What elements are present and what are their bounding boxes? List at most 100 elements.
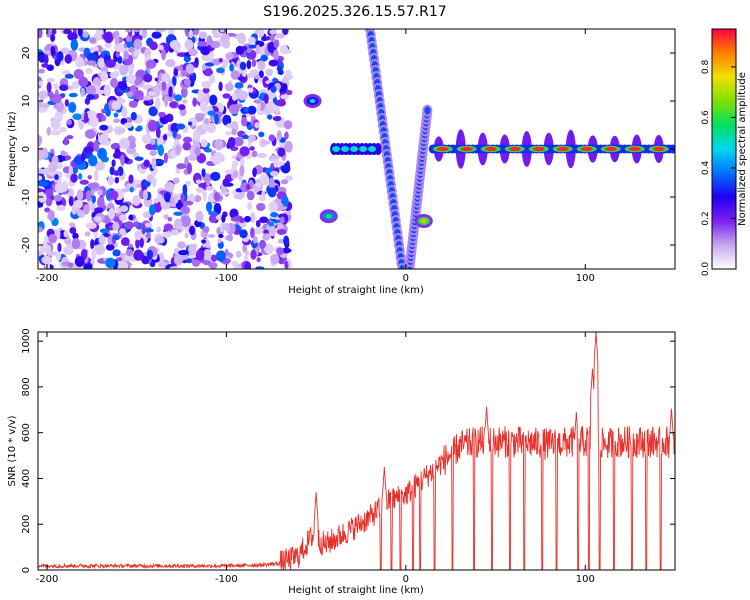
noise-speckle xyxy=(54,174,59,181)
noise-speckle xyxy=(94,161,106,171)
noise-speckle xyxy=(147,119,158,132)
noise-speckle xyxy=(277,69,284,76)
noise-speckle xyxy=(85,190,92,202)
noise-speckle xyxy=(86,94,95,100)
noise-speckle xyxy=(78,76,89,87)
noise-speckle xyxy=(218,81,223,92)
noise-speckle xyxy=(72,232,79,240)
tone-peak xyxy=(460,146,473,152)
noise-speckle xyxy=(64,155,72,161)
noise-speckle xyxy=(148,106,158,117)
noise-speckle xyxy=(161,48,166,61)
noise-speckle xyxy=(231,92,238,101)
noise-speckle xyxy=(165,113,174,123)
noise-speckle xyxy=(74,199,84,209)
noise-speckle xyxy=(231,128,237,136)
noise-speckle xyxy=(218,233,224,239)
noise-speckle xyxy=(139,237,144,249)
noise-speckle xyxy=(161,80,167,91)
noise-speckle xyxy=(41,63,49,68)
noise-speckle xyxy=(86,85,97,96)
noise-speckle xyxy=(201,239,207,244)
noise-speckle xyxy=(251,150,258,158)
noise-speckle xyxy=(239,61,247,71)
snr-y-tick-label: 400 xyxy=(21,469,32,488)
noise-speckle xyxy=(120,188,129,193)
noise-speckle xyxy=(233,137,244,147)
noise-speckle xyxy=(141,29,148,39)
noise-speckle xyxy=(277,238,284,244)
noise-speckle xyxy=(204,148,213,153)
noise-speckle xyxy=(213,191,221,202)
noise-speckle xyxy=(53,83,59,90)
noise-speckle xyxy=(183,55,191,63)
noise-speckle xyxy=(229,63,234,72)
noise-speckle xyxy=(206,122,216,134)
noise-speckle xyxy=(251,59,257,68)
noise-speckle xyxy=(165,59,176,68)
noise-speckle xyxy=(84,129,96,139)
noise-speckle xyxy=(204,62,215,67)
noise-speckle xyxy=(178,104,186,111)
noise-speckle xyxy=(144,222,153,228)
noise-speckle xyxy=(149,204,156,216)
noise-speckle xyxy=(207,110,216,116)
noise-speckle xyxy=(250,249,257,260)
spectrogram-y-tick-label: 10 xyxy=(21,95,32,108)
noise-speckle xyxy=(151,176,157,188)
noise-speckle xyxy=(247,134,256,142)
noise-speckle xyxy=(192,72,197,82)
tone-segment-core xyxy=(368,146,377,152)
noise-speckle xyxy=(204,68,213,77)
noise-speckle xyxy=(116,127,126,134)
noise-speckle xyxy=(119,80,128,91)
noise-speckle xyxy=(44,207,51,213)
noise-speckle xyxy=(267,187,277,198)
noise-speckle xyxy=(260,140,271,145)
noise-speckle xyxy=(270,212,279,218)
noise-speckle xyxy=(211,29,218,35)
noise-speckle xyxy=(79,179,89,185)
noise-speckle xyxy=(138,95,144,101)
noise-speckle xyxy=(247,201,253,211)
spectrogram-x-label: Height of straight line (km) xyxy=(288,285,424,296)
noise-speckle xyxy=(76,189,84,201)
noise-speckle xyxy=(169,39,181,50)
noise-speckle xyxy=(216,67,225,74)
noise-speckle xyxy=(249,227,255,239)
noise-speckle xyxy=(169,101,178,108)
noise-speckle xyxy=(168,86,173,98)
noise-speckle xyxy=(214,138,224,151)
noise-speckle xyxy=(170,229,180,236)
noise-speckle xyxy=(237,76,246,81)
noise-speckle xyxy=(188,193,196,203)
noise-speckle xyxy=(217,238,222,244)
noise-speckle xyxy=(241,116,248,127)
noise-speckle xyxy=(156,226,162,233)
noise-speckle xyxy=(66,134,74,140)
noise-speckle xyxy=(225,130,232,136)
noise-speckle xyxy=(153,197,159,204)
noise-speckle xyxy=(93,215,102,222)
snr-x-label: Height of straight line (km) xyxy=(288,585,424,596)
noise-speckle xyxy=(135,238,140,249)
noise-speckle xyxy=(237,90,248,101)
noise-speckle xyxy=(259,239,266,249)
figure-title: S196.2025.326.15.57.R17 xyxy=(263,4,446,20)
noise-speckle xyxy=(141,133,152,144)
noise-speckle xyxy=(72,113,83,120)
noise-speckle xyxy=(247,87,254,93)
tone-segment-core xyxy=(341,146,350,152)
noise-speckle xyxy=(113,170,121,176)
noise-speckle xyxy=(128,100,138,108)
noise-speckle xyxy=(38,175,43,181)
noise-speckle xyxy=(97,196,105,208)
noise-speckle xyxy=(263,93,269,104)
noise-speckle xyxy=(151,157,157,170)
noise-speckle xyxy=(125,248,134,257)
snr-x-tick-label: -200 xyxy=(36,574,59,585)
noise-speckle xyxy=(268,177,275,190)
noise-speckle xyxy=(258,70,264,79)
tone-segment-core xyxy=(332,146,341,152)
